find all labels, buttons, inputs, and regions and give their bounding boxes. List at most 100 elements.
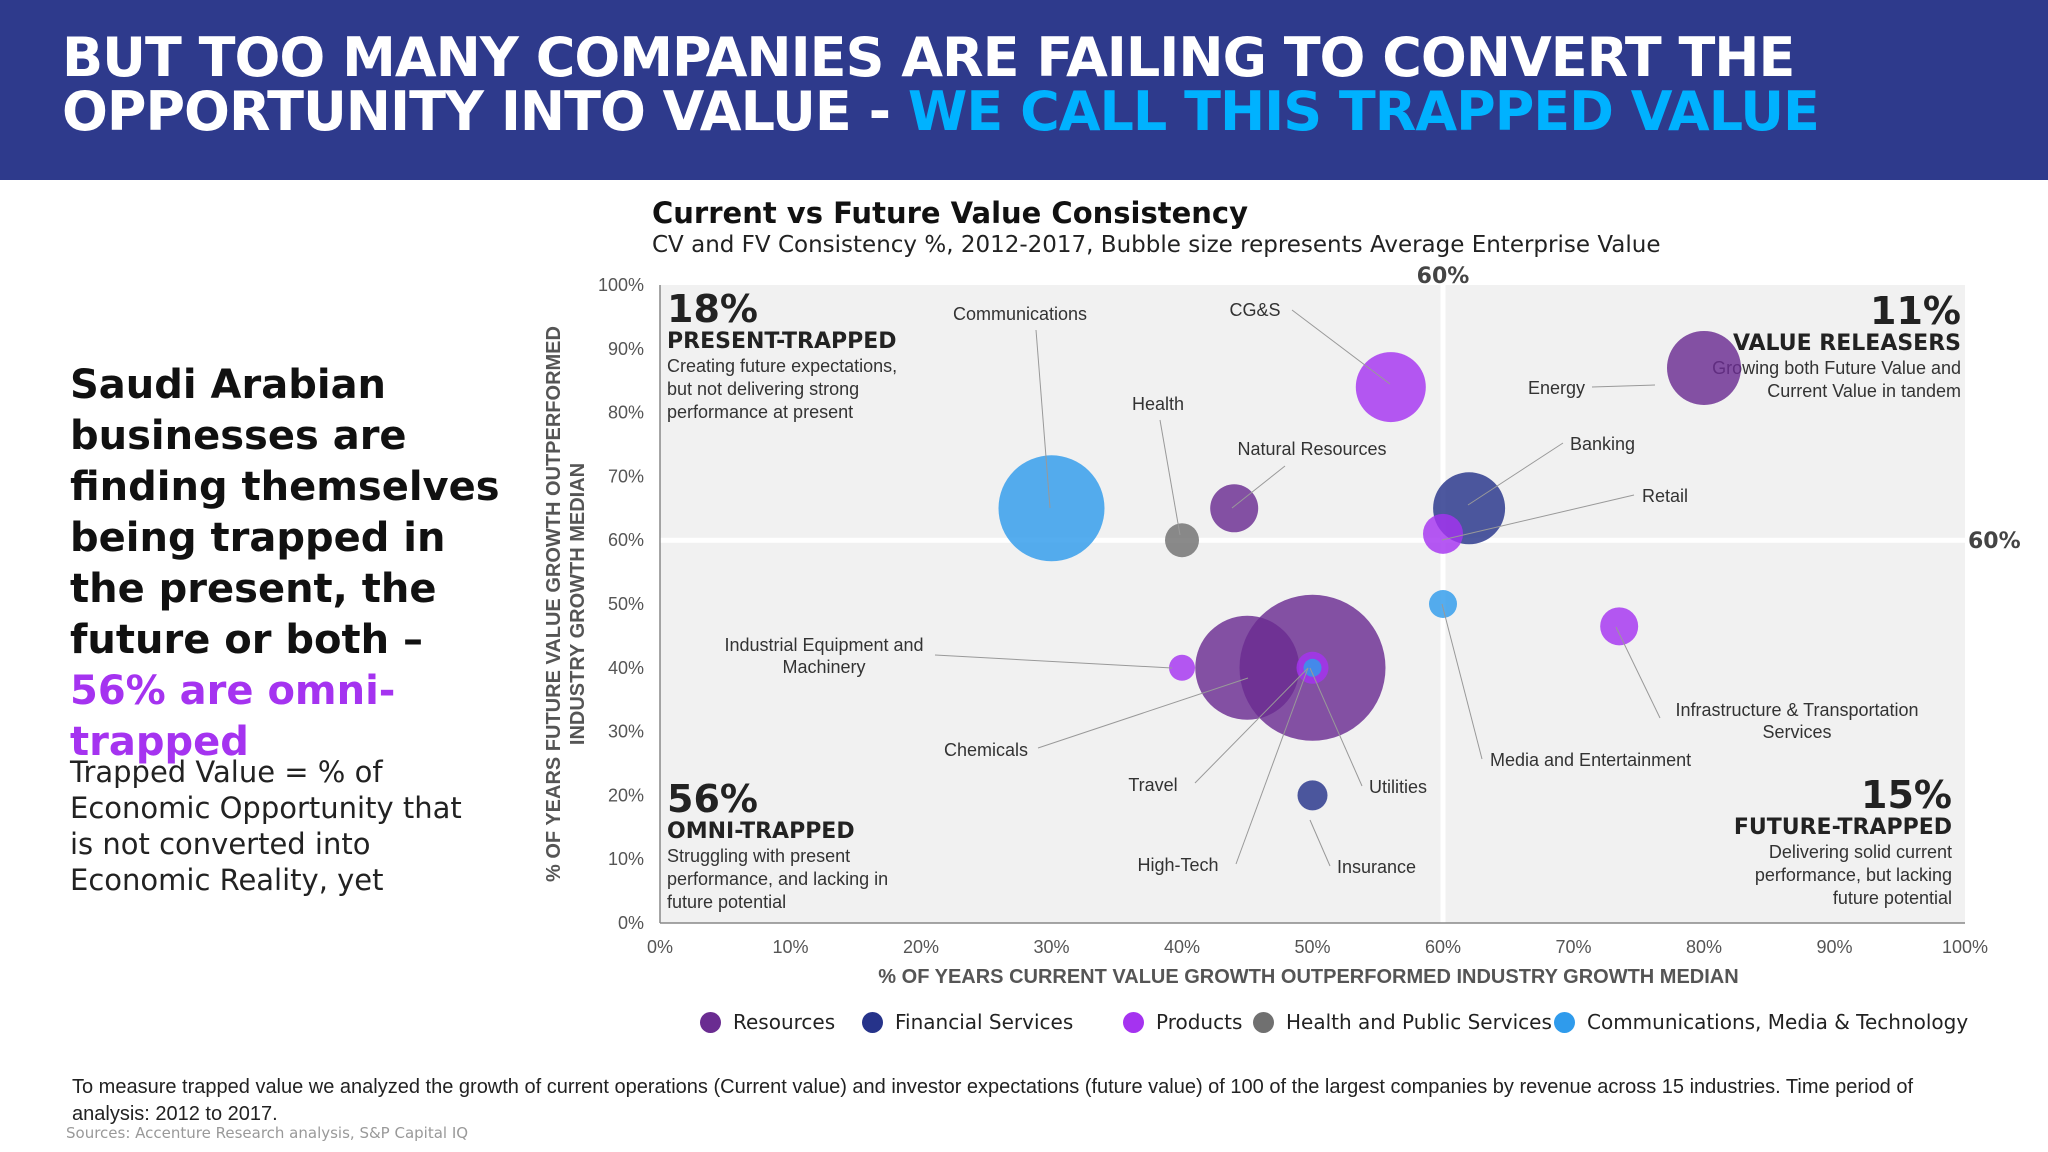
leader-health bbox=[1159, 419, 1181, 536]
x-tick-label: 0% bbox=[647, 937, 673, 957]
y-tick-label: 100% bbox=[598, 275, 644, 295]
leader-travel bbox=[1194, 667, 1309, 784]
quadrant-name-bottom-right: FUTURE-TRAPPED bbox=[1734, 815, 1952, 840]
leader-energy bbox=[1591, 384, 1656, 388]
leader-retail bbox=[1441, 494, 1635, 541]
threshold-y-label: 60% bbox=[1968, 529, 2021, 554]
y-tick-label: 90% bbox=[608, 339, 644, 359]
legend-label: Financial Services bbox=[895, 1010, 1074, 1034]
bubble-label-high-tech: High-Tech bbox=[1137, 855, 1218, 875]
y-tick-label: 30% bbox=[608, 722, 644, 742]
bubble-cg-s bbox=[1355, 352, 1426, 423]
bubble-label-health: Health bbox=[1132, 394, 1184, 414]
key-finding-highlight: 56% are omni-trapped bbox=[70, 668, 396, 765]
headline-highlight: WE CALL THIS TRAPPED VALUE bbox=[907, 80, 1820, 143]
legend-item: Health and Public Services bbox=[1253, 1010, 1552, 1034]
bubble-label-travel: Travel bbox=[1128, 775, 1177, 795]
bubble-label-chemicals: Chemicals bbox=[944, 740, 1028, 760]
bubble-infrastructure-transportation-services bbox=[1600, 607, 1639, 646]
methodology-footnote: To measure trapped value we analyzed the… bbox=[72, 1076, 1914, 1125]
legend-swatch bbox=[1253, 1011, 1274, 1033]
legend-swatch bbox=[1554, 1011, 1575, 1033]
bubble-label-infrastructure-transportation-services: Infrastructure & Transportation Services bbox=[1675, 700, 1918, 742]
bubble-label-natural-resources: Natural Resources bbox=[1237, 439, 1386, 459]
quadrant-name-top-right: VALUE RELEASERS bbox=[1733, 331, 1961, 356]
bubble-label-industrial-equipment-and-machinery: Industrial Equipment and Machinery bbox=[724, 635, 923, 677]
bubble-insurance bbox=[1297, 780, 1328, 811]
legend-swatch bbox=[862, 1011, 883, 1033]
leader-high-tech bbox=[1235, 667, 1309, 865]
x-tick-label: 80% bbox=[1686, 937, 1722, 957]
leader-cg-s bbox=[1291, 309, 1391, 385]
leader-infrastructure-transportation-services bbox=[1615, 626, 1661, 719]
bubble-health bbox=[1165, 523, 1199, 558]
bubble-label-retail: Retail bbox=[1642, 486, 1688, 506]
legend-swatch bbox=[1123, 1011, 1144, 1033]
quadrant-pct-bottom-right: 15% bbox=[1861, 773, 1952, 817]
leader-banking bbox=[1467, 442, 1564, 506]
legend-label: Health and Public Services bbox=[1286, 1010, 1552, 1034]
leader-communications bbox=[1035, 329, 1051, 509]
bubble-natural-resources bbox=[1210, 484, 1259, 533]
x-tick-label: 50% bbox=[1294, 937, 1330, 957]
sources-note: Sources: Accenture Research analysis, S&… bbox=[66, 1124, 469, 1142]
headline-line-2-plain: OPPORTUNITY INTO VALUE - bbox=[62, 80, 908, 143]
legend-label: Resources bbox=[733, 1010, 836, 1034]
x-tick-label: 70% bbox=[1555, 937, 1591, 957]
bubble-label-insurance: Insurance bbox=[1337, 857, 1416, 877]
threshold-x-label: 60% bbox=[1417, 264, 1470, 289]
y-tick-label: 40% bbox=[608, 658, 644, 678]
bubble-label-media-and-entertainment: Media and Entertainment bbox=[1490, 750, 1691, 770]
legend-item: Financial Services bbox=[862, 1010, 1073, 1034]
bubble-chemicals bbox=[1195, 615, 1300, 720]
bubble-media-and-entertainment bbox=[1429, 590, 1457, 618]
bubble-high-tech bbox=[1303, 658, 1322, 677]
chart-subtitle: CV and FV Consistency %, 2012-2017, Bubb… bbox=[652, 232, 1661, 258]
bubble-energy bbox=[1667, 330, 1741, 405]
x-tick-label: 30% bbox=[1033, 937, 1069, 957]
quadrant-name-top-left: PRESENT-TRAPPED bbox=[667, 329, 897, 354]
quadrant-desc-bottom-left: Struggling with present performance, and … bbox=[667, 846, 888, 912]
key-finding-text: Saudi Arabian businesses are finding the… bbox=[70, 362, 500, 663]
y-tick-label: 50% bbox=[608, 594, 644, 614]
leader-utilities bbox=[1309, 667, 1363, 787]
bubble-industrial-equipment-and-machinery bbox=[1169, 654, 1195, 681]
chart-legend: Resources Financial Services Products Healt… bbox=[700, 1010, 1968, 1040]
y-tick-label: 70% bbox=[608, 466, 644, 486]
leader-insurance bbox=[1309, 819, 1331, 867]
x-tick-label: 20% bbox=[903, 937, 939, 957]
x-tick-label: 90% bbox=[1816, 937, 1852, 957]
title-banner: BUT TOO MANY COMPANIES ARE FAILING TO CO… bbox=[0, 0, 2048, 180]
y-tick-label: 80% bbox=[608, 403, 644, 423]
leader-media-and-entertainment bbox=[1441, 603, 1483, 760]
x-tick-label: 10% bbox=[772, 937, 808, 957]
quadrant-desc-top-right: Growing both Future Value and Current Val… bbox=[1712, 358, 1961, 401]
legend-item: Resources bbox=[700, 1010, 835, 1034]
legend-swatch bbox=[700, 1011, 721, 1033]
y-tick-label: 20% bbox=[608, 785, 644, 805]
legend-item: Communications, Media & Technology bbox=[1554, 1010, 1968, 1034]
bubble-communications bbox=[998, 455, 1105, 562]
legend-item: Products bbox=[1123, 1010, 1242, 1034]
bubble-label-communications: Communications bbox=[953, 304, 1087, 324]
legend-label: Products bbox=[1156, 1010, 1243, 1034]
trapped-value-definition: Trapped Value = % of Economic Opportunit… bbox=[70, 755, 462, 897]
bubble-label-utilities: Utilities bbox=[1369, 777, 1427, 797]
headline-line-2: OPPORTUNITY INTO VALUE - WE CALL THIS TR… bbox=[62, 80, 1820, 143]
headline-line-1: BUT TOO MANY COMPANIES ARE FAILING TO CO… bbox=[62, 26, 1795, 89]
y-tick-label: 10% bbox=[608, 849, 644, 869]
x-axis-title: % OF YEARS CURRENT VALUE GROWTH OUTPERFO… bbox=[878, 966, 1738, 988]
chart-title: Current vs Future Value Consistency bbox=[652, 196, 1249, 230]
legend-label: Communications, Media & Technology bbox=[1587, 1010, 1969, 1034]
x-tick-label: 100% bbox=[1942, 937, 1988, 957]
bubble-label-cg-s: CG&S bbox=[1229, 300, 1280, 320]
quadrant-pct-top-left: 18% bbox=[667, 287, 758, 331]
bubble-label-banking: Banking bbox=[1570, 434, 1635, 454]
y-axis-title-line-2: INDUSTRY GROWTH MEDIAN bbox=[567, 463, 589, 745]
bubble-label-energy: Energy bbox=[1528, 378, 1585, 398]
y-tick-label: 0% bbox=[618, 913, 644, 933]
x-tick-label: 40% bbox=[1164, 937, 1200, 957]
quadrant-desc-bottom-right: Delivering solid current performance, but… bbox=[1755, 842, 1952, 908]
y-tick-label: 60% bbox=[608, 530, 644, 550]
